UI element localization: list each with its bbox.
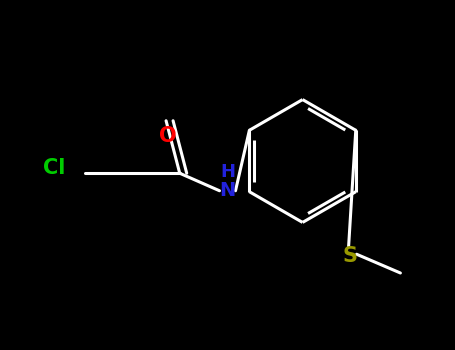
Text: H: H (220, 163, 235, 181)
Text: Cl: Cl (43, 158, 66, 178)
Text: N: N (219, 181, 236, 200)
Text: O: O (159, 126, 177, 146)
Text: S: S (343, 245, 358, 266)
